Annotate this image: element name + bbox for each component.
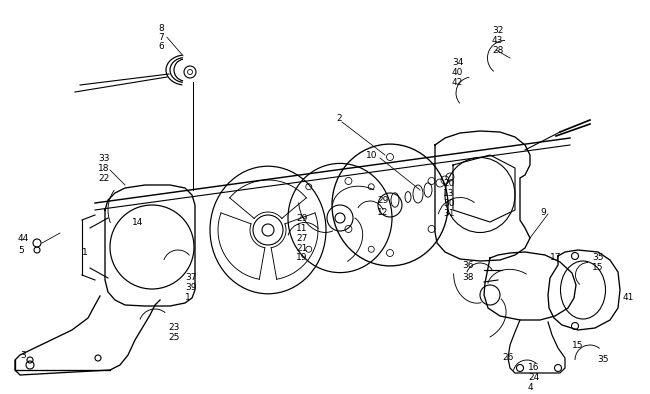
Text: 20: 20 [443, 178, 454, 188]
Text: 44: 44 [18, 234, 29, 242]
Text: 6: 6 [158, 41, 164, 50]
Text: 32: 32 [492, 26, 503, 35]
Text: 10: 10 [366, 151, 378, 160]
Text: 42: 42 [452, 78, 463, 87]
Text: 9: 9 [540, 208, 546, 216]
Text: 8: 8 [158, 24, 164, 32]
Text: 5: 5 [18, 245, 24, 255]
Text: 3: 3 [20, 351, 26, 359]
Text: 33: 33 [98, 154, 109, 162]
Text: 38: 38 [462, 273, 473, 281]
Text: 35: 35 [597, 355, 608, 364]
Text: 37: 37 [185, 273, 196, 282]
Text: 7: 7 [158, 32, 164, 41]
Text: 11: 11 [296, 223, 307, 232]
Text: 39: 39 [185, 284, 196, 292]
Text: 15: 15 [592, 264, 603, 273]
Text: 40: 40 [452, 67, 463, 76]
Text: 2: 2 [336, 113, 342, 123]
Text: 1: 1 [82, 247, 88, 256]
Text: 4: 4 [528, 383, 534, 392]
Text: 15: 15 [572, 340, 584, 349]
Text: 29: 29 [377, 195, 389, 204]
Text: 26: 26 [502, 353, 514, 362]
Text: 41: 41 [623, 294, 634, 303]
Text: 27: 27 [296, 234, 307, 242]
Text: 29: 29 [296, 214, 307, 223]
Text: 12: 12 [377, 208, 389, 216]
Text: 34: 34 [452, 58, 463, 67]
Text: 23: 23 [168, 323, 179, 333]
Text: 30: 30 [443, 199, 454, 208]
Text: 43: 43 [492, 35, 503, 45]
Text: 17: 17 [550, 253, 562, 262]
Text: 22: 22 [98, 173, 109, 182]
Text: 28: 28 [492, 45, 503, 54]
Text: 36: 36 [462, 260, 473, 269]
Text: 31: 31 [443, 208, 454, 217]
Text: 25: 25 [168, 333, 179, 342]
Text: 21: 21 [296, 243, 307, 253]
Text: 35: 35 [592, 253, 603, 262]
Text: 24: 24 [528, 374, 540, 383]
Text: 1: 1 [185, 294, 190, 303]
Text: 13: 13 [443, 188, 454, 197]
Text: 16: 16 [528, 364, 540, 372]
Text: 18: 18 [98, 164, 109, 173]
Text: 14: 14 [132, 217, 144, 227]
Text: 19: 19 [296, 253, 307, 262]
